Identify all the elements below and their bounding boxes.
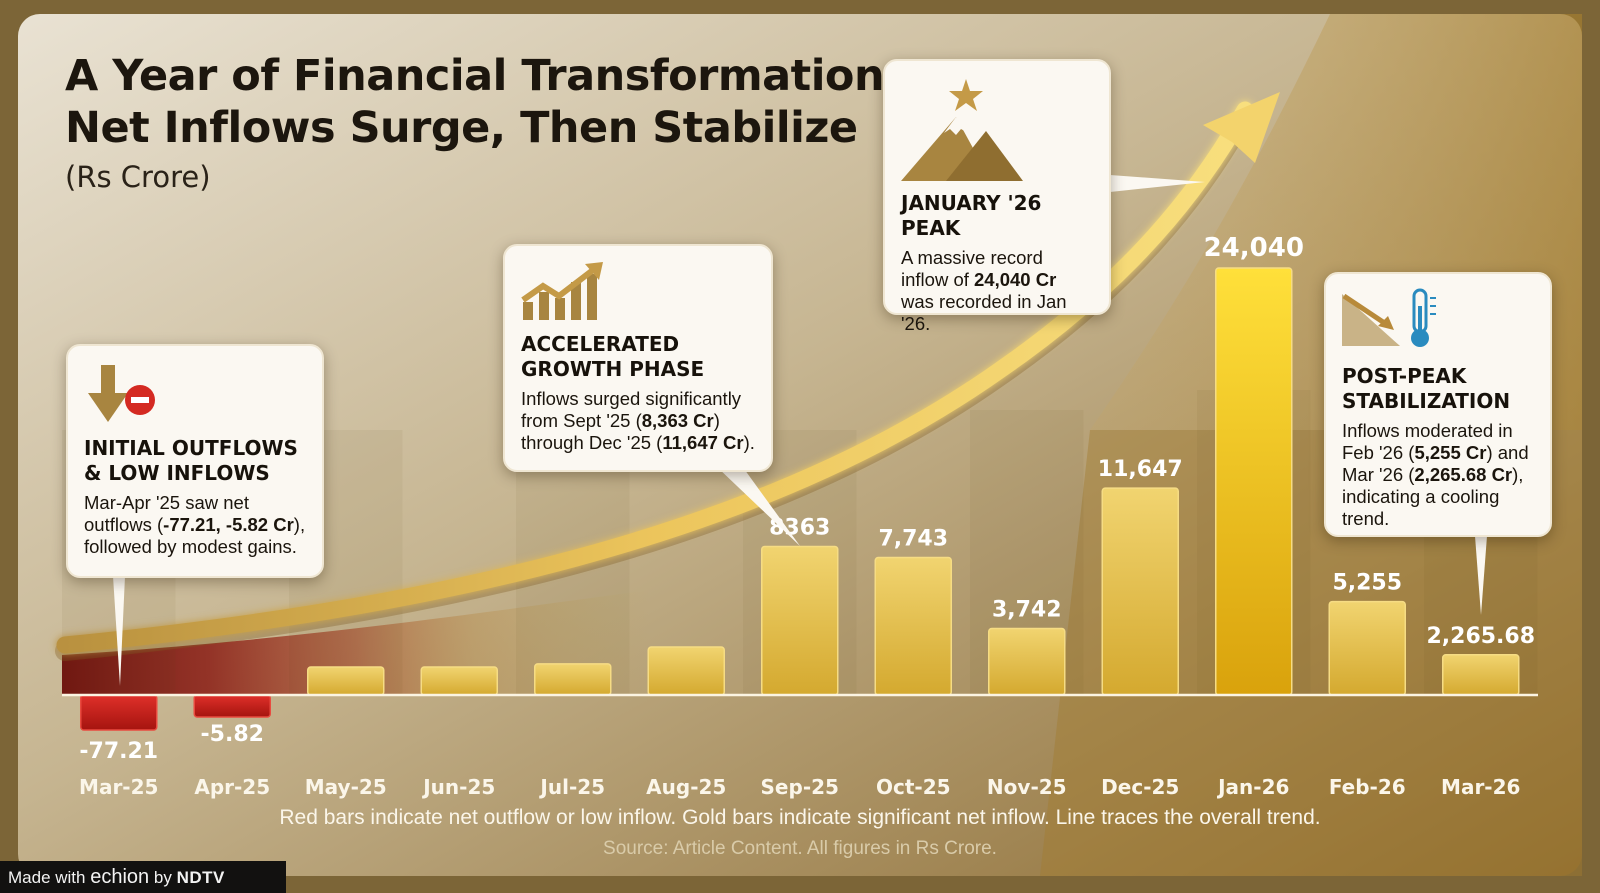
- callout-peak-text: A massive record inflow of 24,040 Cr was…: [901, 247, 1067, 334]
- bar-mar-25: [80, 694, 158, 731]
- callout-initial-title: INITIAL OUTFLOWS & LOW INFLOWS: [84, 436, 298, 485]
- bar-dec-25: [1101, 487, 1179, 696]
- callout-growth-text: Inflows surged significantly from Sept '…: [521, 388, 755, 453]
- pointer-growth: [716, 466, 800, 546]
- value-label-nov-25: 3,742: [992, 598, 1062, 623]
- title-line-2: Net Inflows Surge, Then Stabilize: [65, 103, 858, 153]
- source-note: Source: Article Content. All figures in …: [603, 838, 997, 859]
- decline-thermometer-icon: [1342, 288, 1436, 347]
- bar-aug-25: [647, 646, 725, 696]
- pointer-stabilization: [1475, 536, 1487, 615]
- callout-stabilization-title: POST-PEAK STABILIZATION: [1342, 364, 1511, 413]
- bars: [80, 267, 1520, 731]
- growth-chart-icon: [521, 262, 603, 320]
- title-line-1: A Year of Financial Transformation:: [65, 51, 901, 101]
- tick-label-may-25: May-25: [305, 775, 387, 799]
- trend-arrowhead: [1203, 92, 1280, 163]
- bar-nov-25: [988, 627, 1066, 696]
- value-label-mar-25: -77.21: [79, 739, 158, 764]
- tick-label-nov-25: Nov-25: [987, 775, 1067, 799]
- tick-label-mar-26: Mar-26: [1441, 775, 1520, 799]
- legend-note: Red bars indicate net outflow or low inf…: [279, 806, 1321, 829]
- callout-pointers: [113, 175, 1487, 686]
- value-label-oct-25: 7,743: [878, 526, 948, 551]
- mountain-star-icon: [901, 79, 1023, 181]
- badge-made-with: Made with: [8, 868, 86, 887]
- bar-sep-25: [761, 545, 839, 696]
- pointer-peak: [1110, 175, 1205, 192]
- bar-apr-25: [193, 694, 271, 718]
- down-arrow-minus-icon: [88, 365, 155, 422]
- value-label-jan-26: 24,040: [1204, 233, 1304, 263]
- callout-initial-text: Mar-Apr '25 saw net outflows (-77.21, -5…: [84, 492, 306, 557]
- tick-label-sep-25: Sep-25: [761, 775, 839, 799]
- callout-january-peak: JANUARY '26 PEAK A massive record inflow…: [883, 59, 1111, 334]
- bar-may-25: [307, 666, 385, 696]
- badge-publisher: NDTV: [176, 868, 225, 887]
- bar-jul-25: [534, 663, 612, 696]
- badge-brand: echion: [90, 866, 150, 888]
- trend-arrow: [55, 92, 1280, 661]
- bar-mar-26: [1442, 654, 1520, 696]
- callout-stabilization-text: Inflows moderated in Feb '26 (5,255 Cr) …: [1342, 420, 1529, 529]
- callout-growth-title: ACCELERATED GROWTH PHASE: [521, 332, 705, 381]
- bar-jan-26: [1215, 267, 1293, 696]
- value-label-apr-25: -5.82: [201, 722, 264, 747]
- chart-subtitle: (Rs Crore): [65, 160, 211, 194]
- tick-label-mar-25: Mar-25: [79, 775, 158, 799]
- tick-label-jun-25: Jun-25: [421, 775, 495, 799]
- trend-line-main: [56, 101, 1254, 654]
- pointer-initial: [113, 576, 125, 686]
- tick-label-jul-25: Jul-25: [538, 775, 605, 799]
- bar-feb-26: [1328, 600, 1406, 696]
- bar-oct-25: [874, 556, 952, 696]
- tick-label-dec-25: Dec-25: [1101, 775, 1179, 799]
- x-tick-labels: Mar-25 Apr-25 May-25 Jun-25 Jul-25 Aug-25 Sep-…: [79, 775, 1520, 799]
- value-label-mar-26: 2,265.68: [1426, 624, 1535, 649]
- chart-title: A Year of Financial Transformation: Net …: [65, 50, 901, 154]
- tick-label-apr-25: Apr-25: [194, 775, 270, 799]
- badge-by: by: [153, 868, 172, 887]
- tick-label-feb-26: Feb-26: [1329, 775, 1406, 799]
- value-label-dec-25: 11,647: [1098, 457, 1183, 482]
- tick-label-aug-25: Aug-25: [646, 775, 726, 799]
- tick-label-jan-26: Jan-26: [1216, 775, 1289, 799]
- bar-jun-25: [420, 666, 498, 696]
- tick-label-oct-25: Oct-25: [876, 775, 951, 799]
- value-label-feb-26: 5,255: [1332, 571, 1402, 596]
- callout-peak-title: JANUARY '26 PEAK: [901, 191, 1042, 240]
- callout-initial-outflows: INITIAL OUTFLOWS & LOW INFLOWS Mar-Apr '…: [66, 344, 324, 578]
- callout-growth-phase: ACCELERATED GROWTH PHASE Inflows surged …: [503, 244, 773, 472]
- made-with-badge: Made with echion by NDTV: [0, 861, 286, 893]
- callout-stabilization: POST-PEAK STABILIZATION Inflows moderate…: [1324, 272, 1552, 537]
